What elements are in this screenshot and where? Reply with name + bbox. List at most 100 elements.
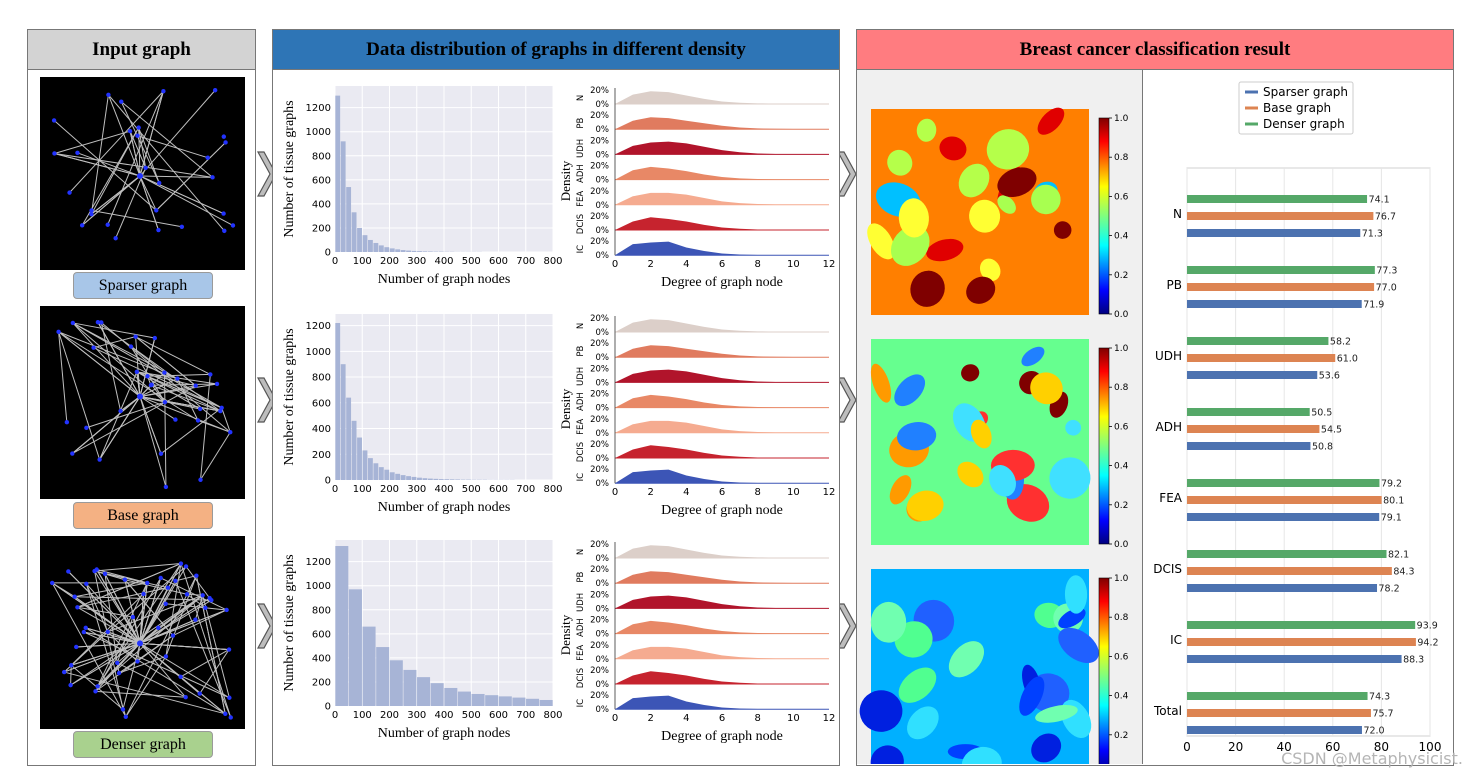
x-tick-label: 400 bbox=[434, 710, 453, 721]
histogram-bar bbox=[362, 235, 368, 252]
bar-value-label: 76.7 bbox=[1375, 212, 1396, 223]
tissue-region bbox=[1037, 107, 1065, 135]
graph-node bbox=[99, 320, 104, 325]
density-tick-label: 0% bbox=[596, 655, 610, 665]
result-bar bbox=[1187, 584, 1378, 592]
tissue-region bbox=[907, 706, 939, 740]
density-tick-label: 20% bbox=[590, 390, 609, 400]
graph-node bbox=[113, 236, 118, 241]
graph-node bbox=[83, 625, 88, 631]
tissue-region bbox=[870, 363, 892, 403]
graph-node bbox=[84, 581, 89, 586]
density-tick-label: 0% bbox=[596, 554, 610, 564]
x-tick-label: 0 bbox=[612, 487, 618, 498]
denser-graph-label: Denser graph bbox=[73, 731, 213, 758]
histogram-bar bbox=[389, 472, 395, 480]
graph-edge bbox=[97, 321, 141, 397]
histogram-bar bbox=[498, 696, 512, 706]
y-tick-label: 0 bbox=[325, 702, 331, 713]
result-bar bbox=[1187, 638, 1416, 646]
graph-edge bbox=[139, 580, 176, 644]
histogram-bar bbox=[378, 467, 384, 480]
x-tick-label: 2 bbox=[647, 259, 653, 270]
graph-node bbox=[156, 625, 161, 631]
graph-node bbox=[52, 151, 57, 156]
graph-node bbox=[163, 654, 169, 659]
tissue-region bbox=[1031, 184, 1061, 215]
graph-node bbox=[75, 150, 80, 155]
bar-value-label: 84.3 bbox=[1393, 567, 1414, 578]
density-tick-label: 0% bbox=[596, 125, 610, 135]
graph-node bbox=[89, 212, 94, 217]
graph-node bbox=[230, 223, 236, 228]
result-bar bbox=[1187, 425, 1320, 433]
graph-edge bbox=[104, 573, 118, 664]
tissue-region bbox=[961, 364, 980, 382]
x-tick-label: 80 bbox=[1374, 740, 1389, 754]
density-area bbox=[615, 141, 829, 155]
density-tick-label: 20% bbox=[590, 212, 609, 222]
histogram-bar bbox=[346, 397, 352, 480]
graph-edge bbox=[139, 609, 227, 644]
graph-edge bbox=[199, 649, 230, 694]
histogram-bar bbox=[335, 95, 341, 252]
class-label: ADH bbox=[576, 164, 586, 183]
graph-node bbox=[51, 118, 57, 123]
result-bar bbox=[1187, 354, 1336, 362]
tissue-region bbox=[1031, 733, 1062, 763]
density-ridge-2: 0%20%N0%20%PB0%20%UDH0%20%ADH0%20%FEA0%2… bbox=[558, 540, 835, 744]
bar-value-label: 61.0 bbox=[1337, 354, 1358, 365]
histogram-bar bbox=[335, 323, 341, 480]
category-label: DCIS bbox=[1153, 562, 1182, 576]
graph-edge bbox=[139, 175, 159, 231]
histogram-bar bbox=[357, 227, 362, 252]
graph-edge bbox=[58, 331, 141, 397]
graph-edge bbox=[165, 563, 182, 657]
distribution-title: Data distribution of graphs in different… bbox=[273, 30, 839, 70]
x-tick-label: 4 bbox=[683, 259, 689, 270]
colorbar-tick-label: 0.8 bbox=[1114, 153, 1129, 163]
result-bar bbox=[1187, 496, 1382, 504]
graph-edge bbox=[74, 582, 148, 598]
colorbar-tick-label: 0.8 bbox=[1114, 613, 1129, 623]
graph-edge bbox=[85, 627, 226, 715]
class-label: ADH bbox=[576, 618, 586, 637]
x-axis-label: Degree of graph node bbox=[661, 275, 783, 290]
graph-edge bbox=[118, 655, 167, 674]
y-tick-label: 800 bbox=[312, 373, 331, 384]
histogram-bar bbox=[471, 693, 485, 706]
bar-value-label: 79.1 bbox=[1381, 513, 1402, 524]
result-bar bbox=[1187, 408, 1310, 416]
graph-node bbox=[203, 605, 208, 610]
graph-edge bbox=[139, 643, 187, 698]
graph-node bbox=[214, 381, 220, 387]
graph-node bbox=[193, 383, 198, 388]
y-tick-label: 400 bbox=[312, 653, 331, 664]
y-axis-label: Number of tissue graphs bbox=[282, 100, 297, 237]
graph-edge bbox=[83, 631, 141, 644]
graph-edge bbox=[139, 577, 162, 644]
y-tick-label: 400 bbox=[312, 199, 331, 210]
histogram-bar bbox=[348, 589, 362, 706]
category-label: ADH bbox=[1156, 420, 1182, 434]
graph-edge bbox=[83, 631, 230, 699]
density-tick-label: 0% bbox=[596, 454, 610, 464]
graph-edge bbox=[90, 127, 140, 215]
x-tick-label: 10 bbox=[787, 487, 800, 498]
histogram-bar bbox=[406, 476, 411, 480]
density-area bbox=[615, 345, 829, 358]
x-tick-label: 0 bbox=[332, 484, 338, 495]
bar-value-label: 93.9 bbox=[1417, 621, 1438, 632]
bar-value-label: 78.2 bbox=[1379, 584, 1400, 595]
graph-node bbox=[93, 689, 98, 694]
graph-node bbox=[222, 228, 227, 234]
bar-value-label: 74.3 bbox=[1369, 692, 1390, 703]
bar-value-label: 88.3 bbox=[1403, 655, 1424, 666]
graph-node bbox=[133, 334, 138, 339]
graph-edge bbox=[136, 371, 196, 387]
graph-edge bbox=[136, 371, 222, 409]
graph-edge bbox=[138, 127, 160, 184]
x-axis-label: Degree of graph node bbox=[661, 729, 783, 744]
graph-node bbox=[161, 88, 166, 94]
histogram-bar bbox=[378, 245, 384, 252]
